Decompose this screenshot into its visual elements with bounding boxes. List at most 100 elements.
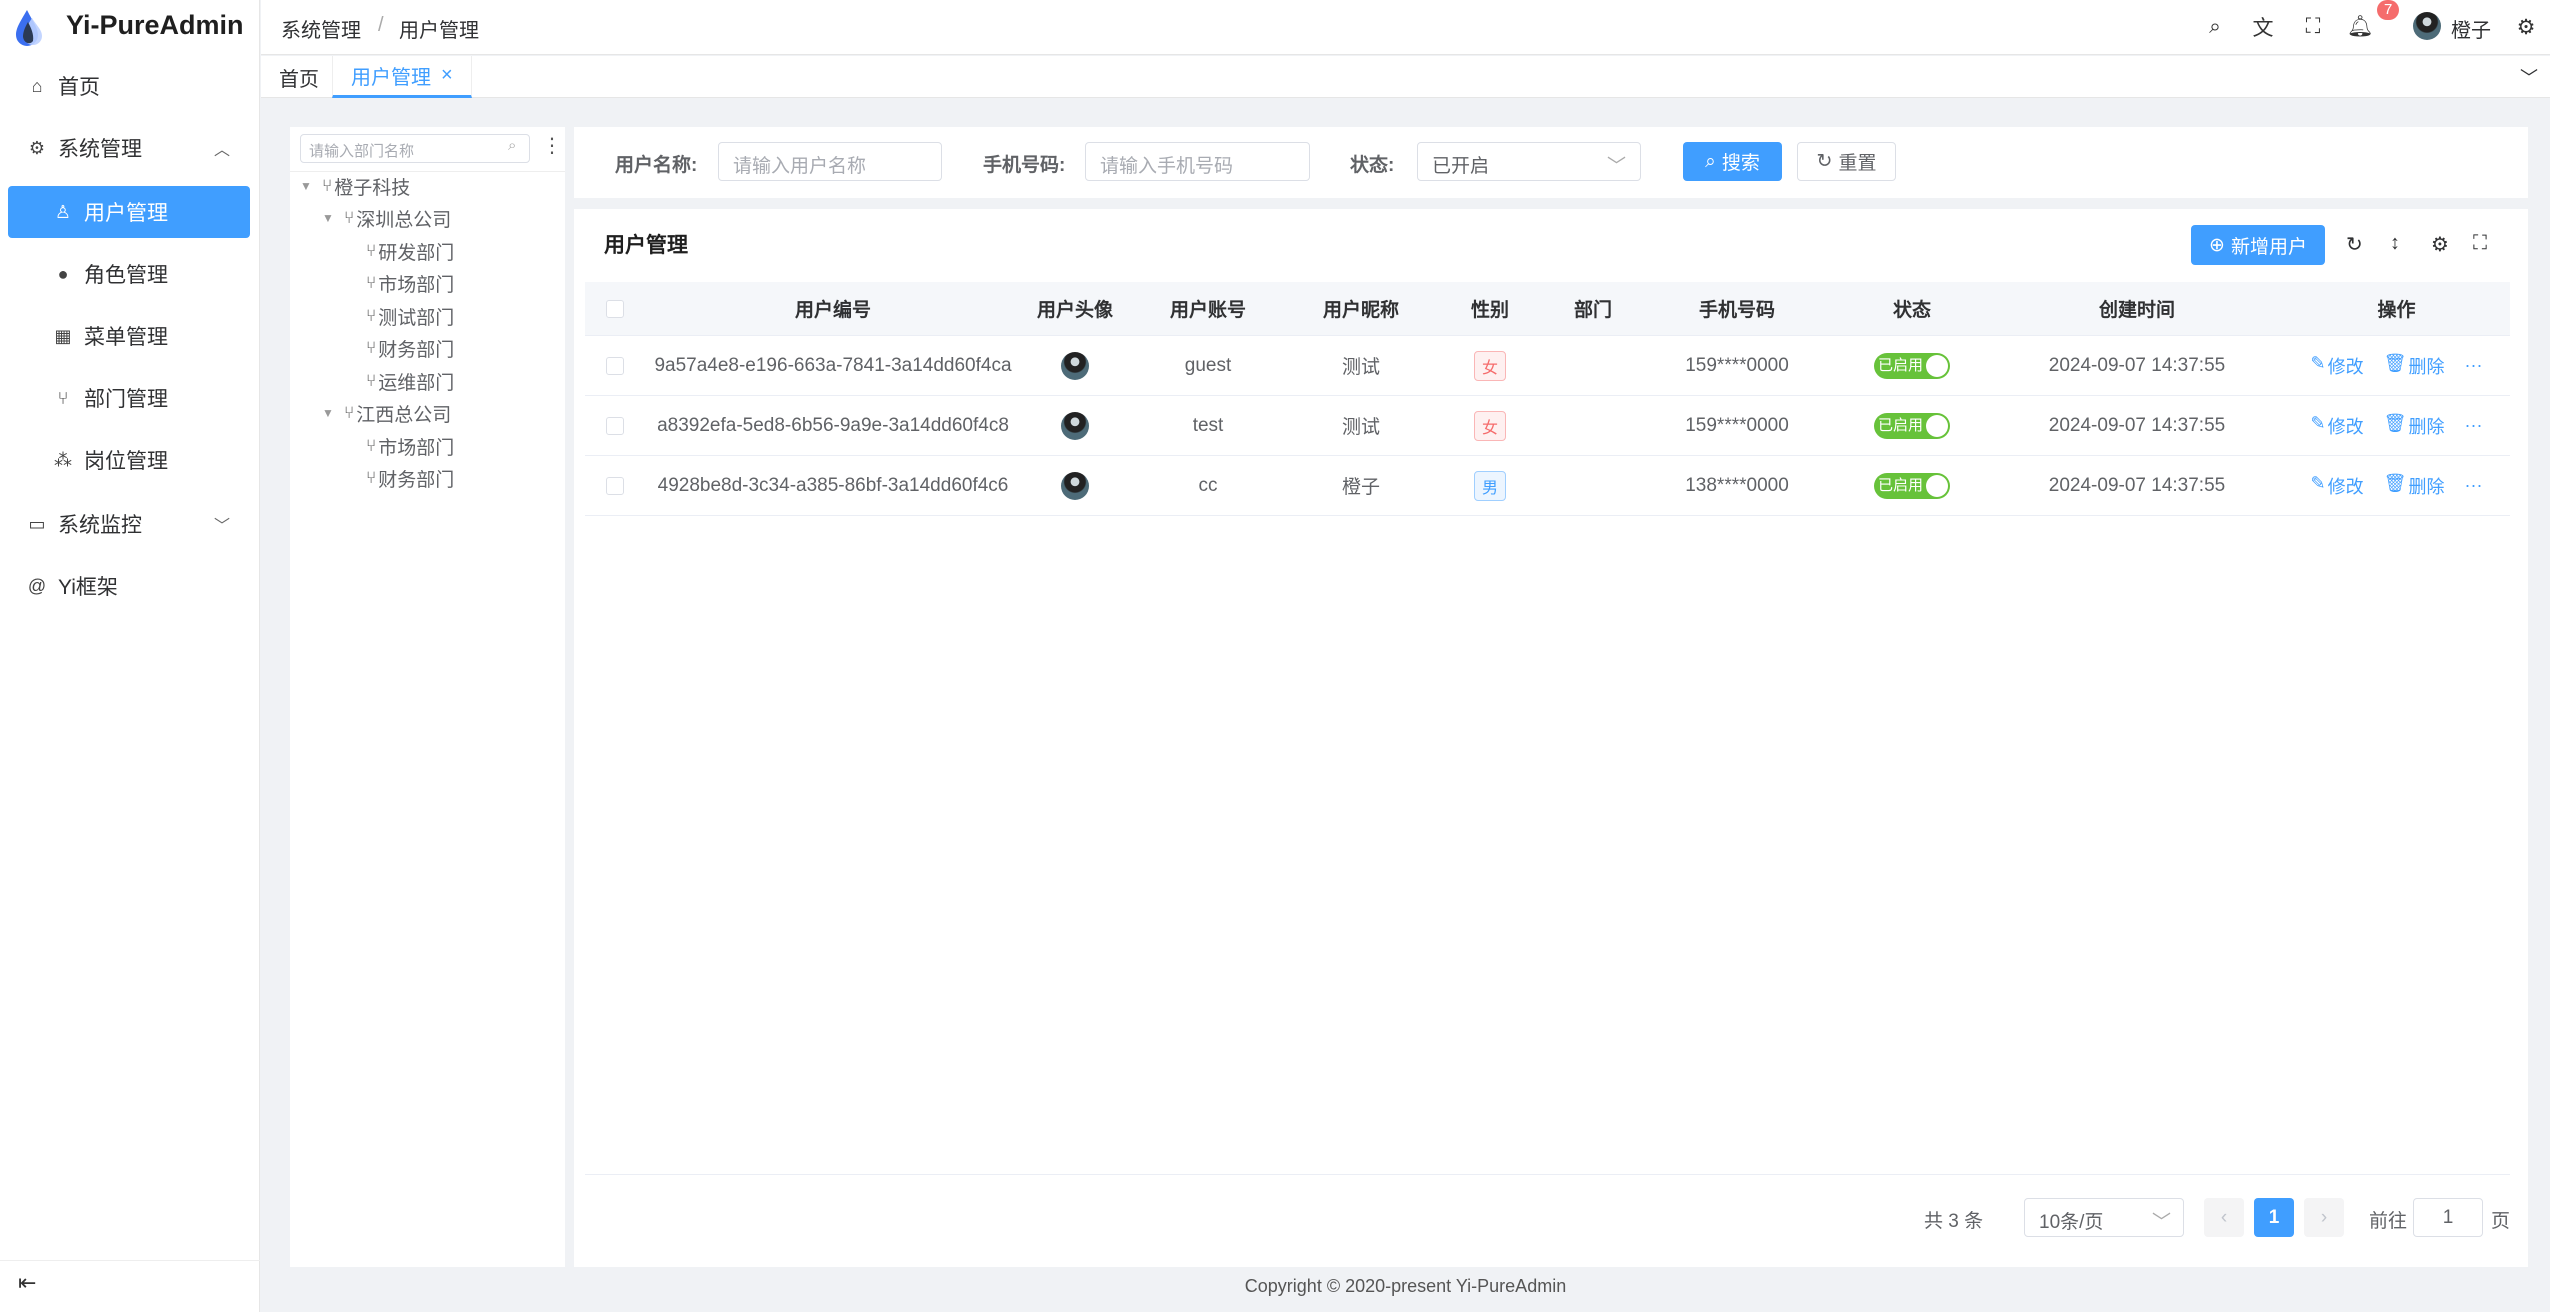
- edit-label: 修改: [2327, 416, 2364, 437]
- refresh-icon: ↻: [1816, 151, 1833, 172]
- tree-node-label: 橙子科技: [334, 177, 411, 199]
- breadcrumb-current: 用户管理: [399, 20, 479, 42]
- sidebar-item-roles[interactable]: ● 角色管理: [8, 248, 250, 300]
- pagination-total: 共 3 条: [1924, 1211, 1984, 1232]
- tree-node[interactable]: ⑂ 市场部门: [366, 269, 454, 297]
- tree-node-label: 市场部门: [378, 274, 455, 296]
- tree-node[interactable]: ⑂ 市场部门: [366, 432, 454, 460]
- divider: [0, 1260, 260, 1261]
- dept-search-input[interactable]: 请输入部门名称: [300, 134, 530, 163]
- bell-icon[interactable]: 🔔︎: [2346, 15, 2374, 38]
- fullscreen-icon[interactable]: ⛶: [2305, 15, 2321, 38]
- sidebar-item-home[interactable]: ⌂ 首页: [8, 60, 250, 112]
- add-user-label: 新增用户: [2230, 236, 2307, 258]
- delete-button[interactable]: 🗑︎ 删除: [2384, 413, 2445, 439]
- status-select-value: 已开启: [1432, 156, 1490, 177]
- edit-button[interactable]: ✎ 修改: [2311, 353, 2364, 379]
- sidebar-item-label: 菜单管理: [84, 326, 168, 349]
- footer-copyright: Copyright © 2020-present Yi-PureAdmin: [1244, 1276, 1567, 1296]
- collapse-sidebar-icon[interactable]: ⇤: [18, 1270, 37, 1295]
- table-row: 4928be8d-3c34-a385-86bf-3a14dd60f4c6 cc 橙子…: [585, 456, 2510, 516]
- user-avatar: [1061, 351, 1089, 380]
- tree-node[interactable]: ▼ ⑂ 深圳总公司: [322, 204, 451, 232]
- column-settings-icon[interactable]: ⚙: [2431, 234, 2449, 256]
- branch-icon: ⑂: [366, 306, 377, 325]
- created-time: 2024-09-07 14:37:55: [2048, 474, 2226, 496]
- status-toggle[interactable]: 已启用: [1874, 412, 1950, 439]
- close-icon[interactable]: ×: [441, 64, 453, 86]
- tree-node[interactable]: ⑂ 测试部门: [366, 302, 454, 330]
- sidebar-item-system[interactable]: ⚙ 系统管理 ︿: [8, 122, 250, 174]
- tab-users[interactable]: 用户管理 ×: [332, 56, 472, 98]
- column-header: 性别: [1470, 300, 1509, 321]
- user-nickname: 测试: [1341, 417, 1380, 438]
- edit-label: 修改: [2327, 476, 2364, 497]
- search-button[interactable]: ⌕ 搜索: [1683, 142, 1782, 181]
- chevron-down-icon[interactable]: ﹀: [2520, 68, 2538, 88]
- tree-node[interactable]: ⑂ 财务部门: [366, 334, 454, 362]
- sidebar-item-label: 角色管理: [84, 264, 168, 287]
- tree-node[interactable]: ⑂ 运维部门: [366, 367, 454, 395]
- menu-grid-icon: ▦: [54, 325, 72, 346]
- tree-node[interactable]: ⑂ 研发部门: [366, 237, 454, 265]
- row-density-icon[interactable]: ↕: [2390, 232, 2400, 254]
- breadcrumb-system[interactable]: 系统管理: [281, 20, 361, 42]
- next-page-button[interactable]: ›: [2304, 1198, 2344, 1237]
- delete-button[interactable]: 🗑︎ 删除: [2384, 353, 2445, 379]
- prev-page-button[interactable]: ‹: [2204, 1198, 2244, 1237]
- username-input[interactable]: 请输入用户名称: [718, 142, 942, 181]
- row-checkbox[interactable]: [606, 356, 624, 375]
- translate-icon[interactable]: 文: [2252, 17, 2274, 40]
- goto-page-input[interactable]: 1: [2413, 1198, 2483, 1237]
- row-checkbox[interactable]: [606, 416, 624, 435]
- more-button[interactable]: ···: [2464, 475, 2483, 495]
- sidebar-item-yi[interactable]: @ Yi框架: [8, 560, 250, 612]
- tab-label: 用户管理: [351, 67, 431, 89]
- user-id: 4928be8d-3c34-a385-86bf-3a14dd60f4c6: [657, 474, 1009, 496]
- tree-node[interactable]: ▼ ⑂ 江西总公司: [322, 399, 451, 427]
- sidebar-item-users[interactable]: ♙ 用户管理: [8, 186, 250, 238]
- edit-icon: ✎: [2310, 352, 2326, 373]
- user-nickname: 橙子: [1341, 477, 1380, 498]
- reset-button[interactable]: ↻ 重置: [1797, 142, 1896, 181]
- row-checkbox[interactable]: [606, 476, 624, 495]
- select-all-checkbox[interactable]: [606, 299, 624, 318]
- page-size-select[interactable]: 10条/页 ﹀: [2024, 1198, 2184, 1237]
- tab-home[interactable]: 首页: [261, 56, 337, 98]
- add-user-button[interactable]: ⊕ 新增用户: [2191, 225, 2325, 265]
- table-header: 用户编号 用户头像 用户账号 用户昵称 性别 部门 手机号码 状态 创建时间 操…: [585, 282, 2510, 336]
- tree-node[interactable]: ⑂ 财务部门: [366, 464, 454, 492]
- settings-icon[interactable]: ⚙: [2516, 15, 2536, 39]
- status-toggle[interactable]: 已启用: [1874, 352, 1950, 379]
- edit-button[interactable]: ✎ 修改: [2311, 473, 2364, 499]
- edit-icon: ✎: [2310, 472, 2326, 493]
- caret-down-icon[interactable]: ▼: [322, 406, 334, 420]
- refresh-icon[interactable]: ↻: [2346, 234, 2363, 256]
- caret-down-icon[interactable]: ▼: [300, 179, 312, 193]
- branch-icon: ⑂: [366, 468, 377, 487]
- username[interactable]: 橙子: [2451, 20, 2491, 42]
- sidebar-item-menus[interactable]: ▦ 菜单管理: [8, 310, 250, 362]
- sidebar-item-depts[interactable]: ⑂ 部门管理: [8, 372, 250, 424]
- phone-input[interactable]: 请输入手机号码: [1085, 142, 1310, 181]
- user-account: guest: [1184, 354, 1232, 376]
- search-icon[interactable]: ⌕: [2209, 15, 2221, 38]
- fullscreen-icon[interactable]: ⛶: [2473, 232, 2487, 254]
- tree-node[interactable]: ▼ ⑂ 橙子科技: [300, 172, 410, 200]
- sidebar-item-monitor[interactable]: ▭ 系统监控 ﹀: [8, 498, 250, 550]
- status-toggle[interactable]: 已启用: [1874, 472, 1950, 499]
- tree-node-label: 运维部门: [378, 372, 455, 394]
- page-1-button[interactable]: 1: [2254, 1198, 2294, 1237]
- more-vertical-icon[interactable]: ⋮: [542, 135, 562, 157]
- sidebar-item-posts[interactable]: ⁂ 岗位管理: [8, 434, 250, 486]
- page-suffix: 页: [2491, 1211, 2511, 1232]
- sidebar-item-label: Yi框架: [58, 576, 118, 599]
- caret-down-icon[interactable]: ▼: [322, 211, 334, 225]
- gender-tag: 女: [1473, 350, 1506, 381]
- more-button[interactable]: ···: [2464, 355, 2483, 375]
- more-button[interactable]: ···: [2464, 415, 2483, 435]
- status-select[interactable]: 已开启 ﹀: [1417, 142, 1641, 181]
- delete-button[interactable]: 🗑︎ 删除: [2384, 473, 2445, 499]
- edit-button[interactable]: ✎ 修改: [2311, 413, 2364, 439]
- user-avatar[interactable]: [2413, 12, 2441, 40]
